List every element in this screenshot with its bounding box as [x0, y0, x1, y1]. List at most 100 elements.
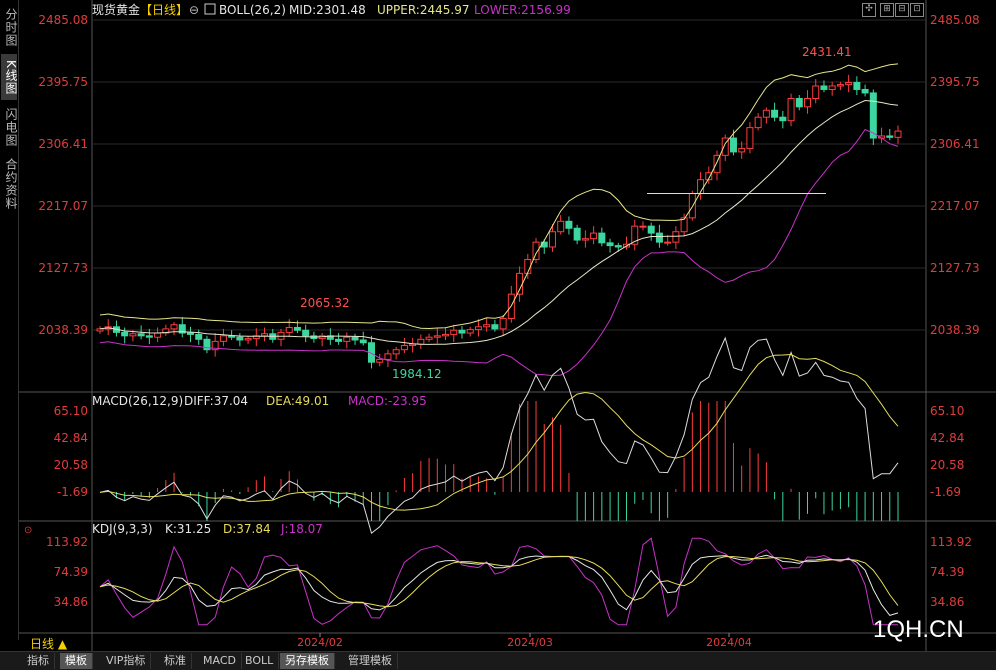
boll-mid-line — [99, 99, 899, 345]
candle-body — [129, 333, 137, 337]
candle-body — [145, 335, 153, 338]
candle-body — [466, 329, 474, 334]
price-y-label-right: 2306.41 — [930, 137, 980, 151]
zoom-in-icon[interactable]: ⊞ — [880, 3, 894, 17]
candle-body — [392, 349, 400, 355]
candle-body — [170, 324, 178, 330]
candle-body — [894, 130, 902, 138]
x-axis-label: 2024/02 — [297, 636, 343, 649]
candle-body — [548, 231, 556, 248]
candle-body — [647, 225, 655, 234]
candle-body — [853, 82, 861, 90]
macd-diff-line — [99, 336, 899, 534]
candle-body — [359, 339, 367, 344]
candle-body — [639, 225, 647, 228]
high-price-label: 2431.41 — [802, 45, 852, 59]
candle-body — [861, 88, 869, 94]
macd-y-label-left: 42.84 — [54, 431, 88, 445]
candle-body — [787, 97, 795, 122]
candle-body — [713, 154, 721, 174]
macd-y-label-left: 20.58 — [54, 458, 88, 472]
price-y-label-right: 2395.75 — [930, 75, 980, 89]
price-y-label-right: 2038.39 — [930, 323, 980, 337]
tab-kline[interactable]: K线图 — [1, 54, 18, 100]
period-bracket: 【日线】 — [140, 3, 188, 17]
macd-dea-value: DEA:49.01 — [266, 394, 329, 408]
price-y-label-left: 2217.07 — [38, 199, 88, 213]
kdj-k-value: K:31.25 — [165, 522, 211, 536]
candle-body — [705, 172, 713, 181]
settings-icon[interactable]: ⊡ — [910, 3, 924, 17]
candle-body — [244, 338, 252, 341]
tab-timeshare[interactable]: 分时图 — [4, 7, 18, 47]
kdj-y-label-right: 113.92 — [930, 535, 972, 549]
price-y-label-left: 2127.73 — [38, 261, 88, 275]
candle-body — [499, 317, 507, 330]
candle-body — [820, 85, 828, 90]
price-y-label-right: 2217.07 — [930, 199, 980, 213]
candle-body — [614, 245, 622, 248]
instrument-name: 现货黄金 — [92, 2, 140, 17]
kdj-y-label-right: 34.86 — [930, 595, 964, 609]
bottom-tab-vip-indicator[interactable]: VIP指标 — [101, 653, 152, 669]
candle-body — [729, 137, 737, 153]
kdj-y-label-left: 34.86 — [54, 595, 88, 609]
indicator-box-icon — [204, 3, 216, 15]
candle-body — [96, 328, 104, 332]
candle-body — [376, 358, 384, 363]
candle-body — [285, 326, 293, 333]
candle-body — [491, 324, 499, 330]
crosshair-icon[interactable]: ✣ — [862, 3, 876, 17]
candle-body — [384, 353, 392, 360]
candle-body — [598, 232, 606, 244]
macd-hist-value: MACD:-23.95 — [348, 394, 427, 408]
candle-body — [672, 231, 680, 243]
candle-body — [351, 336, 359, 341]
tab-contract-info[interactable]: 合约资料 — [4, 158, 18, 210]
price-y-label-right: 2127.73 — [930, 261, 980, 275]
candle-body — [779, 116, 787, 122]
kdj-d-line — [99, 555, 899, 608]
macd-y-label-left: -1.69 — [57, 485, 88, 499]
kdj-y-label-left: 74.39 — [54, 565, 88, 579]
kdj-j-value: J:18.07 — [280, 522, 323, 536]
candle-body — [400, 345, 408, 351]
candle-body — [795, 97, 803, 108]
watermark: 1QH.CN — [873, 616, 964, 643]
bottom-tab-macd[interactable]: MACD — [198, 653, 242, 669]
macd-y-label-right: 65.10 — [930, 404, 964, 418]
bottom-tab-manage-template[interactable]: 管理模板 — [343, 653, 398, 669]
zoom-out-icon[interactable]: ⊟ — [895, 3, 909, 17]
period-selector[interactable]: 日线 ▲ — [30, 637, 68, 651]
bottom-tab-template[interactable]: 模板 — [60, 653, 93, 669]
low-price-label: 1984.12 — [392, 367, 442, 381]
candle-body — [516, 272, 524, 295]
candle-body — [828, 85, 836, 90]
candle-body — [219, 335, 227, 342]
bottom-tab-boll[interactable]: BOLL — [240, 653, 280, 669]
candle-body — [631, 225, 639, 245]
boll-mid-value: MID:2301.48 — [289, 3, 366, 17]
kdj-j-line — [99, 537, 898, 626]
candle-body — [771, 109, 779, 118]
candle-body — [762, 109, 770, 118]
x-axis-label: 2024/03 — [507, 636, 553, 649]
candle-body — [154, 332, 162, 338]
candle-body — [261, 333, 269, 337]
bottom-tab-indicator[interactable]: 指标 — [22, 653, 55, 669]
kdj-d-value: D:37.84 — [223, 522, 271, 536]
candle-body — [409, 343, 417, 347]
bottom-tab-standard[interactable]: 标准 — [159, 653, 192, 669]
local-high-label: 2065.32 — [300, 296, 350, 310]
bottom-tab-save-template[interactable]: 另存模板 — [280, 653, 335, 669]
candle-body — [721, 137, 729, 156]
candle-body — [565, 220, 573, 229]
price-y-label-left: 2038.39 — [38, 323, 88, 337]
candle-body — [746, 127, 754, 149]
boll-lower-value: LOWER:2156.99 — [474, 3, 571, 17]
macd-y-label-right: -1.69 — [930, 485, 961, 499]
chart-canvas[interactable]: 2485.08 2485.08 2395.75 2395.75 2306.41 2306.… — [0, 0, 996, 651]
candle-body — [211, 340, 219, 351]
tab-flash-chart[interactable]: 闪电图 — [4, 107, 18, 147]
